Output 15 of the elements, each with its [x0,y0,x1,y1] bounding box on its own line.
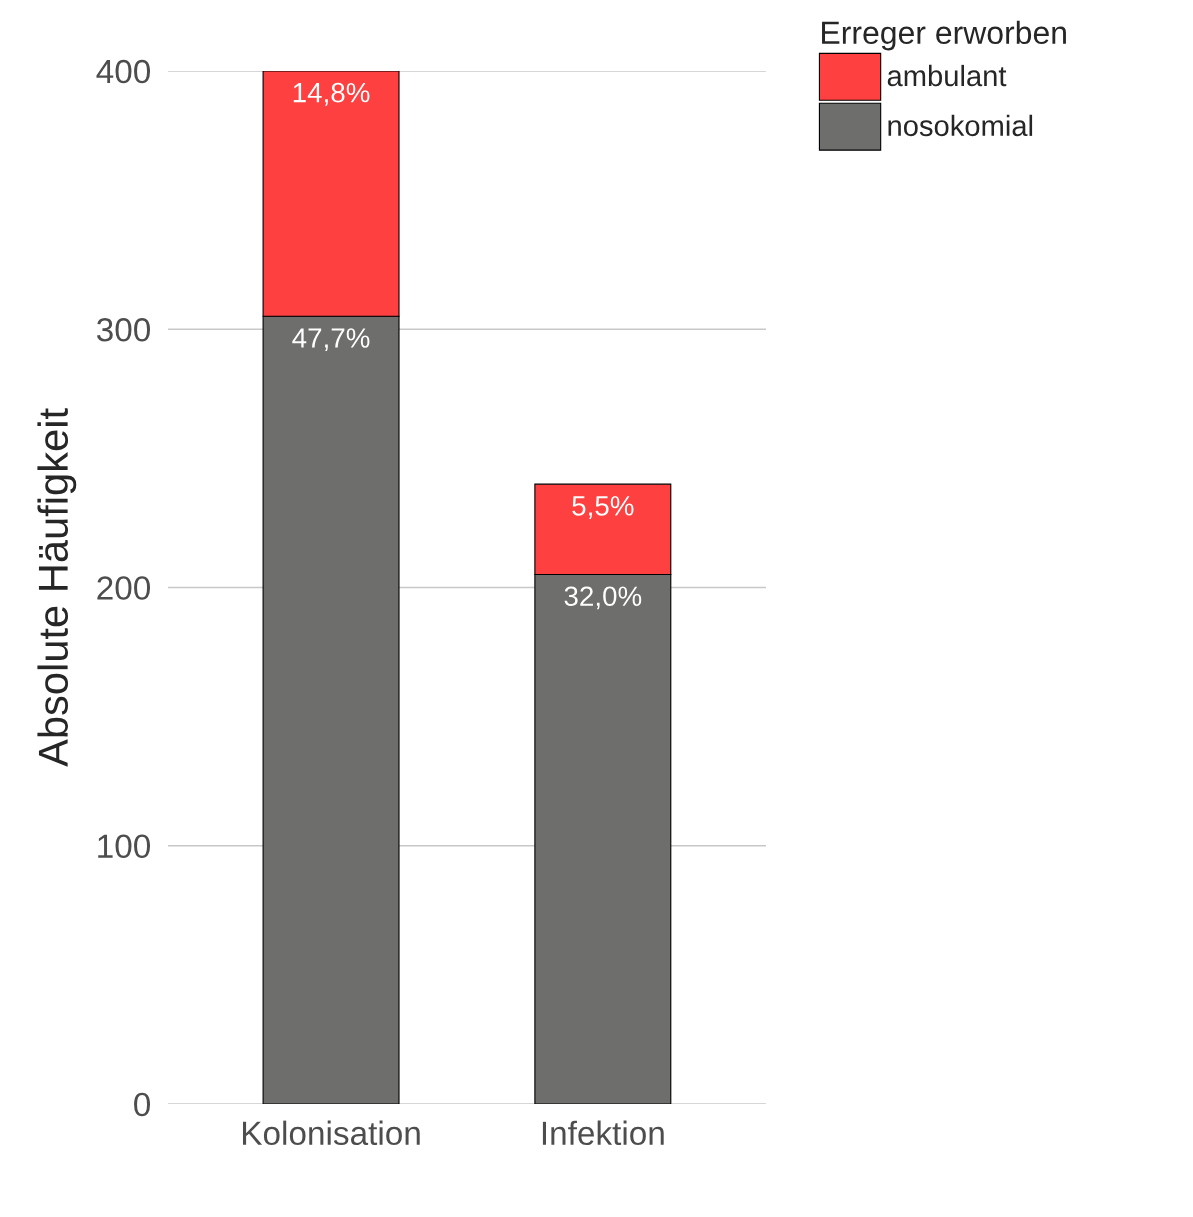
y-axis-title: Absolute Häufigkeit [37,408,77,767]
x-tick-label: Kolonisation [242,1120,420,1146]
legend-title: Erreger erworben [822,20,1066,51]
annotation: 32,0% [564,586,642,610]
y-tick-label: 100 [98,834,151,859]
y-tick-label: 400 [96,59,151,84]
legend-label: ambulant [887,64,1007,87]
legend-label: nosokomial [888,114,1033,137]
y-tick-label: 300 [96,318,151,342]
annotation: 47,7% [292,328,370,352]
x-tick-label: Infektion [542,1120,664,1146]
y-tick-label: 0 [134,1092,151,1117]
y-tick-label: 200 [97,576,151,600]
annotation: 5,5% [572,496,634,519]
annotation: 14,8% [293,82,370,106]
